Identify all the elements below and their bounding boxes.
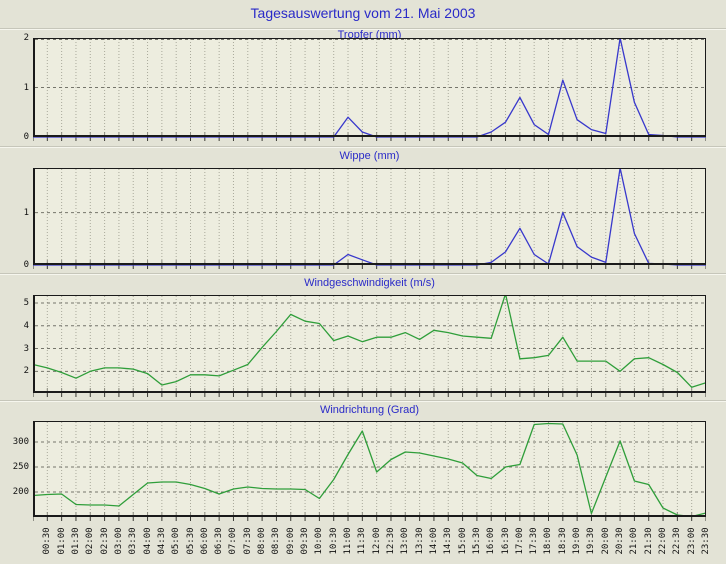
- x-tick-label: 17:30: [529, 527, 540, 555]
- x-tick-label: 12:00: [371, 527, 382, 555]
- x-tick-label: 17:00: [514, 527, 525, 555]
- x-tick-label: 05:30: [185, 527, 196, 555]
- y-tick-label: 250: [12, 462, 29, 472]
- x-tick-label: 11:30: [357, 527, 368, 555]
- y-tick-label: 200: [12, 487, 29, 497]
- x-tick-label: 19:00: [572, 527, 583, 555]
- y-tick-label: 2: [23, 366, 29, 377]
- panel-separator-1: [0, 146, 726, 148]
- x-tick-label: 21:30: [643, 527, 654, 555]
- y-tick-label: 1: [23, 82, 29, 93]
- x-tick-label: 15:30: [471, 527, 482, 555]
- x-tick-label: 13:00: [400, 527, 411, 555]
- x-tick-label: 09:30: [300, 527, 311, 555]
- y-tick-label: 0: [23, 132, 29, 142]
- x-tick-label: 08:30: [271, 527, 282, 555]
- y-tick-label: 4: [23, 320, 29, 331]
- page-title: Tagesauswertung vom 21. Mai 2003: [250, 5, 476, 21]
- x-tick-label: 16:30: [500, 527, 511, 555]
- x-tick-label: 19:30: [586, 527, 597, 555]
- panel-separator-2: [0, 273, 726, 275]
- x-tick-label: 10:30: [328, 527, 339, 555]
- x-tick-label: 04:00: [142, 527, 153, 555]
- x-tick-label: 09:00: [285, 527, 296, 555]
- x-tick-label: 11:00: [343, 527, 354, 555]
- x-tick-label: 10:00: [314, 527, 325, 555]
- x-tick-label: 22:30: [672, 527, 683, 555]
- y-tick-label: 0: [23, 260, 29, 270]
- plot-background: [33, 295, 706, 393]
- chart-title-windgeschwindigkeit: Windgeschwindigkeit (m/s): [304, 277, 435, 289]
- x-tick-label: 07:30: [242, 527, 253, 555]
- x-tick-label: 13:30: [414, 527, 425, 555]
- tropfer-plot-area: [33, 38, 706, 141]
- y-tick-label: 3: [23, 343, 29, 354]
- x-tick-label: 06:00: [199, 527, 210, 555]
- x-tick-label: 03:00: [113, 527, 124, 555]
- x-tick-label: 22:00: [658, 527, 669, 555]
- windrichtung-data-line: [33, 422, 706, 518]
- panel-separator-3: [0, 400, 726, 402]
- x-tick-label: 05:00: [171, 527, 182, 555]
- plot-background: [33, 421, 706, 517]
- x-tick-label: 18:30: [557, 527, 568, 555]
- x-tick-label: 23:30: [701, 527, 711, 555]
- chart-title-windrichtung: Windrichtung (Grad): [319, 404, 420, 416]
- y-tick-label: 2: [23, 33, 29, 43]
- x-tick-label: 04:30: [156, 527, 167, 555]
- title-separator: [0, 28, 726, 30]
- x-tick-label: 12:30: [385, 527, 396, 555]
- x-tick-label: 21:00: [629, 527, 640, 555]
- windgeschwindigkeit-data-line: [33, 295, 706, 388]
- x-tick-label: 01:30: [70, 527, 81, 555]
- x-tick-label: 15:00: [457, 527, 468, 555]
- x-tick-label: 20:30: [615, 527, 626, 555]
- x-tick-label: 03:30: [128, 527, 139, 555]
- wippe-plot-area: [33, 168, 706, 269]
- windgeschwindigkeit-plot-area: [33, 295, 706, 397]
- x-tick-label: 07:00: [228, 527, 239, 555]
- plot-background: [33, 168, 706, 265]
- x-tick-label: 16:00: [486, 527, 497, 555]
- x-tick-label: 18:00: [543, 527, 554, 555]
- y-tick-label: 1: [23, 207, 29, 218]
- x-tick-label: 06:30: [214, 527, 225, 555]
- x-tick-label: 02:30: [99, 527, 110, 555]
- y-tick-label: 5: [23, 297, 29, 308]
- x-tick-label: 14:00: [428, 527, 439, 555]
- x-tick-label: 01:00: [56, 527, 67, 555]
- x-tick-label: 08:00: [257, 527, 268, 555]
- x-tick-label: 02:00: [85, 527, 96, 555]
- x-tick-label: 14:30: [443, 527, 454, 555]
- chart-title-wippe: Wippe (mm): [339, 150, 400, 162]
- x-tick-label: 23:00: [686, 527, 697, 555]
- y-tick-label: 300: [12, 437, 29, 447]
- x-tick-label: 00:30: [42, 527, 53, 555]
- x-tick-label: 20:00: [600, 527, 611, 555]
- windrichtung-plot-area: [33, 421, 706, 521]
